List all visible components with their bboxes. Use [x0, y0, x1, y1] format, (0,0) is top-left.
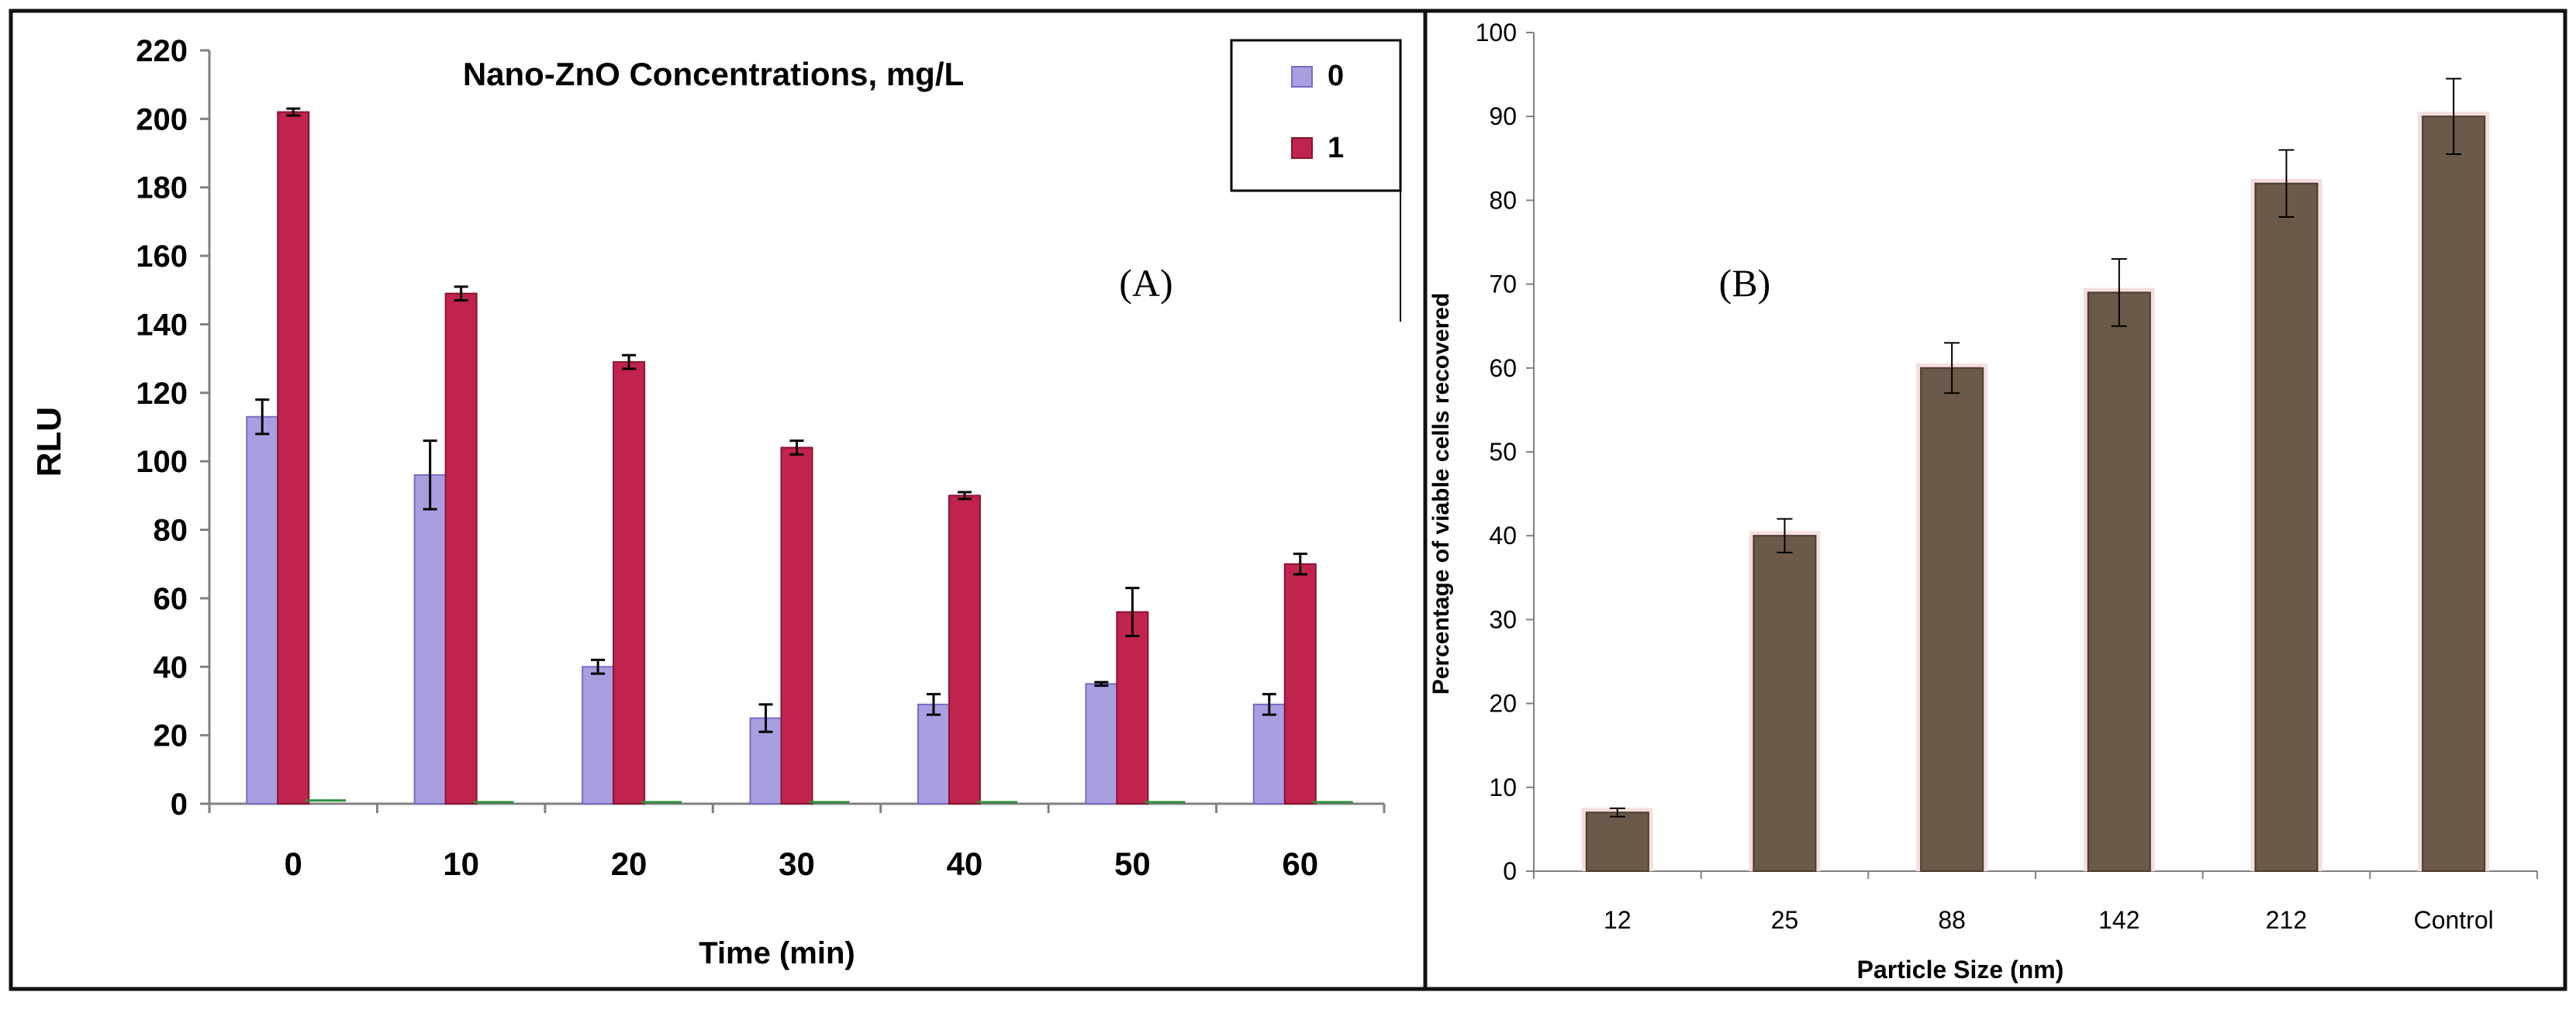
legend-swatch-series-0 [1291, 66, 1313, 88]
panel-b-label: (B) [1719, 261, 1771, 305]
panel-a-y-tick-label: 60 [154, 582, 188, 616]
bar-series-1-t50 [1116, 611, 1149, 805]
bar-series-1-t30 [780, 446, 813, 805]
panel-b-x-tick-label: 25 [1771, 906, 1799, 934]
bar-series-1-t20 [613, 361, 646, 805]
panel-b-x-tick-labels: 12 25 88 142 212 Control [1604, 906, 2494, 934]
panel-b-y-tick-label: 20 [1489, 690, 1517, 718]
panel-b-y-tick-label: 10 [1489, 774, 1517, 801]
legend-label-series-0: 0 [1328, 60, 1344, 92]
panel-a-y-tick-label: 200 [136, 102, 188, 136]
panel-a-border [9, 9, 1428, 991]
bar-series-0-t20 [582, 666, 615, 805]
bar-series-0-t40 [917, 703, 950, 805]
bar-series-1-t60 [1283, 563, 1317, 805]
panel-a-legend: 0 1 [1230, 39, 1402, 322]
panel-a-y-tick-label: 40 [154, 650, 188, 684]
panel-a-y-tick-label: 20 [154, 719, 188, 753]
panel-b-y-tick-label: 30 [1489, 605, 1517, 633]
panel-b-y-tick-label: 0 [1503, 857, 1517, 885]
bar-particle-size-142 [2087, 291, 2151, 873]
bar-particle-size-12 [1585, 811, 1649, 873]
panel-a-x-tick-labels: 0 10 20 30 40 50 60 [285, 846, 1319, 882]
panel-a-x-tick-label: 40 [947, 846, 983, 882]
panel-a-y-tick-label: 220 [136, 34, 188, 68]
panel-a-y-tick-label: 100 [136, 445, 188, 479]
legend-swatch-series-1 [1291, 137, 1313, 159]
panel-a-x-tick-label: 60 [1282, 846, 1318, 882]
panel-a-y-tick-label: 140 [136, 308, 188, 342]
legend-box [1230, 39, 1402, 192]
panel-b-x-tick-label: 88 [1938, 906, 1966, 934]
bar-series-1-t40 [948, 494, 981, 805]
panel-a-error-bars [255, 107, 1307, 733]
bar-particle-size-212 [2254, 182, 2319, 872]
panel-a-x-axis-label: Time (min) [699, 936, 855, 970]
bar-series-0-t10 [413, 474, 447, 805]
bar-particle-size-25 [1752, 535, 1817, 872]
panel-b-y-tick-label: 50 [1489, 438, 1517, 466]
bar-particle-size-88 [1920, 367, 1984, 872]
panel-b-x-axis-label: Particle Size (nm) [1857, 956, 2064, 984]
bar-series-0-t60 [1252, 703, 1286, 805]
panel-b-y-tick-label: 60 [1489, 354, 1517, 382]
panel-a-x-tick-label: 30 [779, 846, 815, 882]
panel-a-title: Nano-ZnO Concentrations, mg/L [463, 56, 964, 92]
bar-series-1-t0 [277, 111, 310, 805]
bar-series-0-t0 [246, 415, 279, 805]
panel-b-y-axis-label: Percentage of viable cells recovered [1428, 293, 1454, 695]
panel-a-y-tick-label: 180 [136, 171, 188, 205]
panel-b-y-tick-label: 100 [1476, 19, 1517, 47]
bar-series-0-t50 [1085, 683, 1118, 805]
panel-b-x-tick-label: 212 [2266, 906, 2307, 934]
panel-a-x-tick-label: 0 [285, 846, 302, 882]
panel-a-x-tick-label: 10 [443, 846, 479, 882]
panel-b-y-tick-label: 90 [1489, 102, 1517, 130]
panel-a-y-axis-label: RLU [30, 407, 68, 477]
panel-a-x-tick-label: 20 [611, 846, 647, 882]
panel-b-x-tick-label: Control [2414, 906, 2494, 934]
panel-a-y-tick-label: 0 [171, 787, 188, 822]
panel-a-bars [246, 111, 1353, 805]
panel-b-y-tick-label: 70 [1489, 270, 1517, 298]
panel-b-bars [1581, 112, 2490, 873]
panel-b-y-tick-labels: 0 10 20 30 40 50 60 70 80 90 100 [1476, 19, 1517, 885]
panel-b-axes [1526, 32, 2538, 879]
bar-particle-size-Control [2422, 115, 2486, 872]
panel-a-y-tick-label: 160 [136, 239, 188, 274]
panel-b: 0 10 20 30 40 50 60 70 80 90 100 12 25 88 142 212 Contr… [1423, 9, 2567, 991]
panel-b-error-bars [1609, 78, 2462, 818]
panel-a-y-tick-label: 120 [136, 377, 188, 411]
panel-a-y-tick-labels: 0 20 40 60 80 100 120 140 160 180 200 220 [136, 34, 188, 822]
bar-series-1-t10 [444, 292, 478, 805]
panel-a-label: (A) [1119, 261, 1172, 305]
panel-b-x-tick-label: 12 [1604, 906, 1632, 934]
panel-b-y-tick-label: 80 [1489, 186, 1517, 214]
panel-b-x-tick-label: 142 [2098, 906, 2139, 934]
legend-label-series-1: 1 [1328, 132, 1344, 164]
panel-b-y-tick-label: 40 [1489, 522, 1517, 550]
panel-a-x-tick-label: 50 [1114, 846, 1151, 882]
panel-a-y-tick-label: 80 [154, 514, 188, 548]
